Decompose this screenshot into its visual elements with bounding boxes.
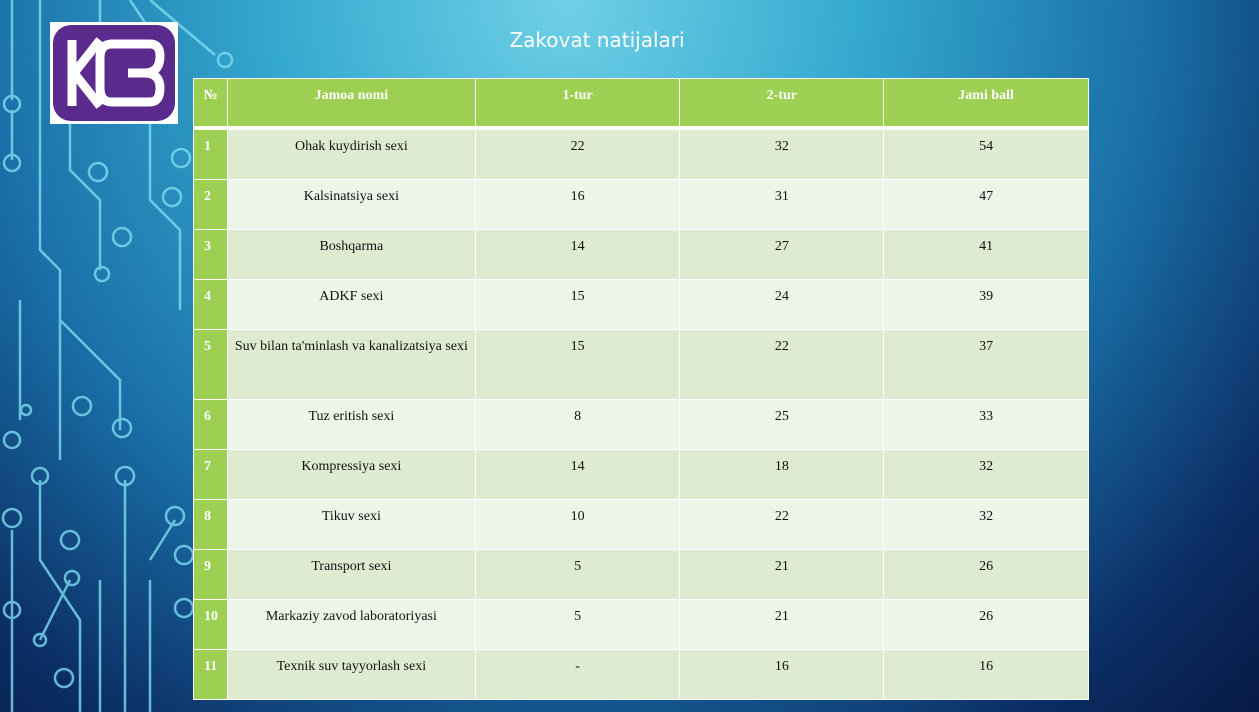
table-row: 9 Transport sexi 5 21 26 — [193, 549, 1089, 600]
row-number: 8 — [193, 499, 228, 550]
table-cell: Boshqarma — [226, 229, 476, 280]
header-cell: № — [193, 78, 228, 130]
table-cell: Tuz eritish sexi — [226, 399, 476, 450]
header-cell: 2-tur — [679, 78, 885, 130]
row-number: 3 — [193, 229, 228, 280]
table-cell: 10 — [474, 499, 681, 550]
table-row: 6 Tuz eritish sexi 8 25 33 — [193, 399, 1089, 450]
table-cell: 22 — [679, 329, 885, 400]
table-cell: 16 — [883, 649, 1089, 700]
table-cell: 47 — [883, 179, 1089, 230]
table-row: 5 Suv bilan ta'minlash va kanalizatsiya s… — [193, 329, 1089, 400]
row-number: 4 — [193, 279, 228, 330]
table-cell: 25 — [679, 399, 885, 450]
row-number: 10 — [193, 599, 228, 650]
header-cell: Jamoa nomi — [226, 78, 476, 130]
header-row: № Jamoa nomi 1-tur 2-tur Jami ball — [193, 78, 1089, 130]
table-cell: 16 — [474, 179, 681, 230]
table-cell: 32 — [883, 449, 1089, 500]
table-cell: 5 — [474, 549, 681, 600]
table-cell: 32 — [679, 127, 885, 180]
table-row: 10 Markaziy zavod laboratoriyasi 5 21 26 — [193, 599, 1089, 650]
table-row: 7 Kompressiya sexi 14 18 32 — [193, 449, 1089, 500]
table-cell: Markaziy zavod laboratoriyasi — [226, 599, 476, 650]
table-cell: 5 — [474, 599, 681, 650]
row-number: 5 — [193, 329, 228, 400]
logo — [50, 22, 178, 124]
table-cell: Transport sexi — [226, 549, 476, 600]
row-number: 6 — [193, 399, 228, 450]
row-number: 7 — [193, 449, 228, 500]
row-number: 2 — [193, 179, 228, 230]
table-cell: 14 — [474, 229, 681, 280]
table-cell: 8 — [474, 399, 681, 450]
table-cell: Suv bilan ta'minlash va kanalizatsiya se… — [226, 329, 476, 400]
header-cell: Jami ball — [883, 78, 1089, 130]
header-cell: 1-tur — [474, 78, 681, 130]
table-cell: 21 — [679, 549, 885, 600]
table-cell: 16 — [679, 649, 885, 700]
table-cell: Kalsinatsiya sexi — [226, 179, 476, 230]
table-cell: 37 — [883, 329, 1089, 400]
table-cell: 15 — [474, 279, 681, 330]
table-row: 1 Ohak kuydirish sexi 22 32 54 — [193, 127, 1089, 180]
table-cell: Tikuv sexi — [226, 499, 476, 550]
table-cell: 24 — [679, 279, 885, 330]
table-row: 11 Texnik suv tayyorlash sexi -16 16 — [193, 649, 1089, 700]
table-row: 4 ADKF sexi 15 24 39 — [193, 279, 1089, 330]
table-cell: 22 — [474, 127, 681, 180]
table-cell: 26 — [883, 549, 1089, 600]
table-cell: 41 — [883, 229, 1089, 280]
table-row: 2 Kalsinatsiya sexi 16 31 47 — [193, 179, 1089, 230]
results-table: № Jamoa nomi 1-tur 2-tur Jami ball 1 Ohak kuyd… — [193, 78, 1089, 700]
table-cell: - — [474, 649, 681, 700]
row-number: 1 — [193, 127, 228, 180]
table-cell: 54 — [883, 127, 1089, 180]
table-cell: Texnik suv tayyorlash sexi — [226, 649, 476, 700]
table-cell: 18 — [679, 449, 885, 500]
slide-title: Zakovat natijalari — [509, 28, 685, 52]
table-cell: 27 — [679, 229, 885, 280]
table-row: 3 Boshqarma 14 27 41 — [193, 229, 1089, 280]
table-cell: 31 — [679, 179, 885, 230]
table-cell: 33 — [883, 399, 1089, 450]
table-cell: 32 — [883, 499, 1089, 550]
row-number: 11 — [193, 649, 228, 700]
table-cell: Ohak kuydirish sexi — [226, 127, 476, 180]
row-number: 9 — [193, 549, 228, 600]
table-cell: 21 — [679, 599, 885, 650]
table-cell: Kompressiya sexi — [226, 449, 476, 500]
table-cell: 14 — [474, 449, 681, 500]
table-cell: 22 — [679, 499, 885, 550]
table-cell: 26 — [883, 599, 1089, 650]
table-row: 8 Tikuv sexi 10 22 32 — [193, 499, 1089, 550]
table-cell: 39 — [883, 279, 1089, 330]
table-cell: 15 — [474, 329, 681, 400]
table-cell: ADKF sexi — [226, 279, 476, 330]
